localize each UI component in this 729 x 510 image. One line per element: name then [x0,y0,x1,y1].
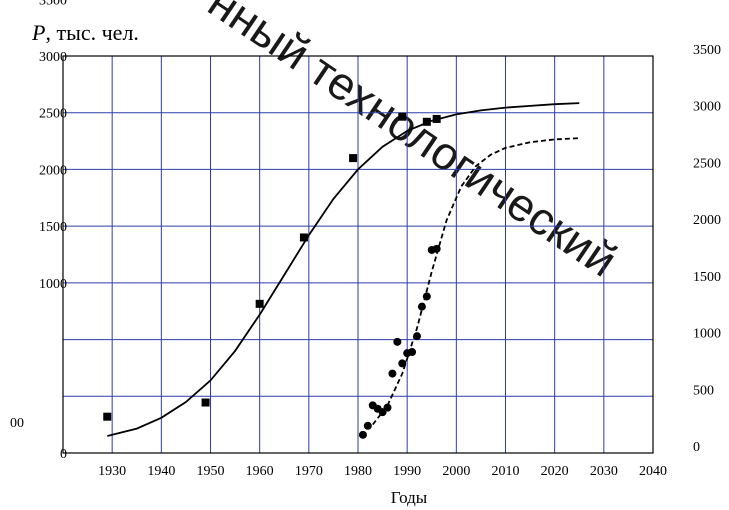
circle-marker [398,359,407,368]
y-tick-label-left: 3000 [39,50,67,65]
watermark: нный технологический [199,0,626,287]
circle-marker [388,369,397,378]
x-tick-label: 2030 [590,464,618,479]
square-marker [255,299,264,308]
y-tick-label-right: 2500 [693,156,721,171]
x-tick-label: 1990 [393,464,421,479]
x-tick-label: 1960 [246,464,274,479]
x-tick-label: 2000 [442,464,470,479]
circle-marker [358,430,367,439]
square-marker [349,154,358,163]
series-markers [103,112,441,439]
circle-marker [413,332,421,341]
y-axis-label-unit: , тыс. чел. [45,20,138,45]
grid [63,56,653,453]
circle-marker [383,403,392,412]
solid-trend-line [107,102,580,437]
x-tick-label: 2020 [541,464,569,479]
y-tick-label-right: 3000 [693,100,721,115]
circle-marker [363,421,372,430]
circle-marker [417,302,426,311]
square-marker [299,233,308,242]
y-tick-label-right: 1500 [693,270,721,285]
x-tick-label: 1970 [295,464,323,479]
square-marker [103,412,112,421]
stray-tick-label: 00 [10,416,24,431]
y-tick-label-right: 2000 [693,213,721,228]
y-tick-label-left: 0 [60,447,67,462]
x-tick-label: 1950 [197,464,225,479]
y-tick-label-left: 2000 [39,163,67,178]
y-tick-labels-right: 0 500 1000 1500 2000 2500 3000 3500 [693,43,721,455]
y-tick-label-left: 3500 [39,0,67,8]
watermark-text: нный технологический [199,0,626,287]
y-axis-label-symbol: P [31,20,45,45]
y-tick-label-right: 3500 [693,43,721,58]
y-tick-label-right: 0 [693,440,700,455]
x-tick-labels: 1930 1940 1950 1960 1970 1980 1990 2000 2010 2020… [98,464,667,479]
y-tick-label-left: 2500 [39,107,67,122]
x-axis-label: Годы [391,488,428,507]
x-tick-label: 1940 [147,464,175,479]
y-tick-labels-left: 0 1000 1500 2000 2500 3000 3500 [39,0,67,462]
square-marker [201,398,210,407]
y-tick-label-left: 1000 [39,277,67,292]
x-tick-label: 2040 [639,464,667,479]
x-tick-label: 1980 [344,464,372,479]
square-marker [398,112,407,121]
circle-marker [422,292,431,301]
series-lines [107,102,580,437]
plot-area-frame [62,55,654,454]
circle-marker [408,348,417,357]
circle-marker [393,337,402,346]
y-tick-label-left: 1500 [39,220,67,235]
y-tick-label-right: 1000 [693,327,721,342]
square-marker [432,114,441,123]
circle-marker [432,244,441,253]
y-tick-label-right: 500 [693,383,714,398]
x-tick-label: 2010 [492,464,520,479]
x-tick-label: 1930 [98,464,126,479]
dashed-trend-line [372,137,580,426]
square-marker [422,117,431,126]
y-axis-label: P, тыс. чел. [31,20,139,45]
